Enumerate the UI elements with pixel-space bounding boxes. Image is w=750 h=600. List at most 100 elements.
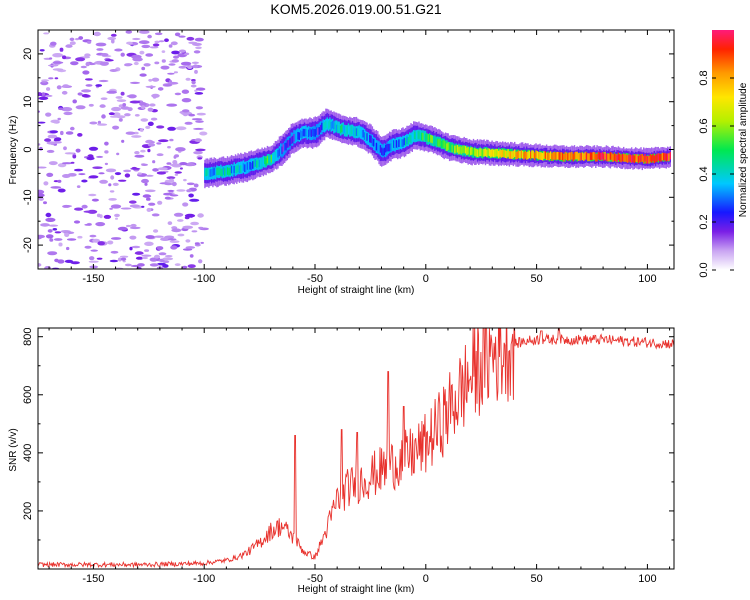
spectrogram-ridge-cell [331, 120, 334, 129]
spectrogram-y-axis-label: Frequency (Hz) [8, 116, 19, 185]
spectrogram-ridge-cell [556, 151, 558, 160]
spectrogram-speckle [182, 202, 189, 207]
spectrogram-ridge-cell [624, 153, 626, 162]
spectrogram-speckle [161, 59, 166, 63]
spectrogram-ridge-cell [604, 151, 606, 160]
spectrogram-ridge-cell [470, 147, 472, 156]
spectrogram-ridge-cell [341, 124, 343, 133]
spectrogram-speckle [174, 32, 181, 37]
spectrogram-ridge-cell [575, 151, 577, 160]
spectrogram-speckle [89, 121, 98, 125]
spectrogram-speckle [171, 50, 180, 55]
spectrogram-speckle [145, 174, 154, 177]
spectrogram-speckle [46, 141, 57, 145]
spectrogram-speckle [181, 89, 190, 94]
spectrogram-ridge-cell [482, 149, 484, 158]
spectrogram-speckle [81, 204, 88, 209]
spectrogram-speckle [169, 240, 180, 244]
spectrogram-ridge-cell [635, 154, 637, 162]
spectrogram-speckle [64, 152, 75, 155]
spectrogram-speckle [195, 120, 204, 123]
spectrogram-ridge-cell [210, 169, 213, 177]
spectrogram-ridge-cell [567, 153, 569, 161]
spectrogram-ridge-cell [216, 167, 218, 176]
spectrogram-speckle [185, 246, 196, 249]
spectrogram-ridge-cell [573, 152, 576, 160]
spectrogram-ridge-cell [375, 142, 378, 151]
spectrogram-ridge-cell [571, 151, 573, 160]
spectrogram-speckle [146, 207, 152, 212]
spectrogram-ridge-cell [547, 152, 549, 161]
spectrogram-ridge-cell [398, 139, 400, 147]
spectrogram-ridge-cell [385, 144, 387, 153]
spectrogram-x-tick-label: -100 [193, 273, 215, 285]
spectrogram-speckle [174, 92, 182, 96]
spectrogram-ridge-cell [533, 152, 536, 161]
spectrogram-speckle [141, 256, 149, 260]
spectrogram-speckle [151, 77, 160, 82]
spectrogram-ridge-cell [641, 153, 643, 162]
spectrogram-ridge-cell [597, 151, 600, 160]
spectrogram-speckle [95, 222, 106, 227]
spectrogram-speckle [44, 138, 52, 142]
spectrogram-ridge-cell [644, 154, 646, 162]
spectrogram-speckle [156, 171, 167, 175]
spectrogram-ridge-cell [519, 150, 521, 159]
spectrogram-ridge-cell [434, 138, 436, 146]
spectrogram-speckle [40, 223, 50, 227]
spectrogram-speckle [144, 182, 148, 186]
spectrogram-speckle [75, 57, 86, 62]
spectrogram-ridge-cell [335, 124, 338, 133]
spectrogram-speckle [96, 257, 103, 260]
spectrogram-speckle [148, 78, 153, 82]
spectrogram-speckle [110, 33, 117, 37]
spectrogram-speckle [109, 69, 118, 72]
spectrogram-ridge-cell [389, 143, 391, 152]
spectrogram-ridge-cell [577, 153, 580, 161]
spectrogram-speckle [149, 103, 156, 107]
spectrogram-ridge-cell [436, 138, 439, 147]
spectrogram-ridge-cell [298, 132, 300, 140]
spectrogram-ridge-cell [639, 154, 641, 163]
spectrogram-speckle [131, 135, 142, 138]
spectrogram-ridge-cell [232, 165, 234, 174]
spectrogram-ridge-cell [321, 122, 323, 131]
spectrogram-ridge-cell [317, 127, 319, 136]
spectrogram-speckle [46, 149, 55, 153]
spectrogram-speckle [141, 163, 148, 166]
spectrogram-speckle [194, 92, 204, 95]
spectrogram-ridge-cell [333, 121, 335, 130]
spectrogram-speckle [178, 49, 186, 53]
spectrogram-speckle [85, 84, 93, 87]
spectrogram-ridge-cell [311, 128, 314, 136]
spectrogram-ridge-cell [411, 134, 413, 142]
spectrogram-speckle [48, 77, 54, 80]
spectrogram-ridge-cell [349, 126, 351, 135]
spectrogram-speckle [139, 50, 145, 55]
spectrogram-speckle [38, 166, 47, 169]
spectrogram-speckle [115, 96, 123, 99]
spectrogram-ridge-cell [459, 145, 461, 154]
spectrogram-ridge-cell [499, 149, 501, 157]
spectrogram-ridge-cell [580, 152, 582, 161]
spectrogram-ridge-cell [649, 154, 651, 162]
spectrogram-speckle [191, 80, 196, 85]
spectrogram-y-tick-label: -10 [22, 189, 34, 205]
spectrogram-speckle [88, 146, 99, 151]
spectrogram-speckle [85, 78, 93, 81]
spectrogram-speckle [149, 263, 159, 267]
spectrogram-ridge-cell [431, 135, 433, 144]
spectrogram-ridge-cell [241, 164, 243, 173]
snr-y-tick-label: 600 [22, 386, 34, 404]
spectrogram-ridge-cell [295, 131, 298, 140]
spectrogram-ridge-cell [305, 128, 307, 137]
spectrogram-speckle [156, 142, 162, 145]
spectrogram-ridge-cell [361, 130, 363, 139]
spectrogram-speckle [72, 154, 77, 159]
spectrogram-speckle [124, 113, 131, 117]
spectrogram-speckle [134, 154, 145, 158]
spectrogram-speckle [85, 61, 90, 67]
spectrogram-ridge-cell [342, 125, 344, 133]
spectrogram-ridge-cell [508, 151, 511, 159]
